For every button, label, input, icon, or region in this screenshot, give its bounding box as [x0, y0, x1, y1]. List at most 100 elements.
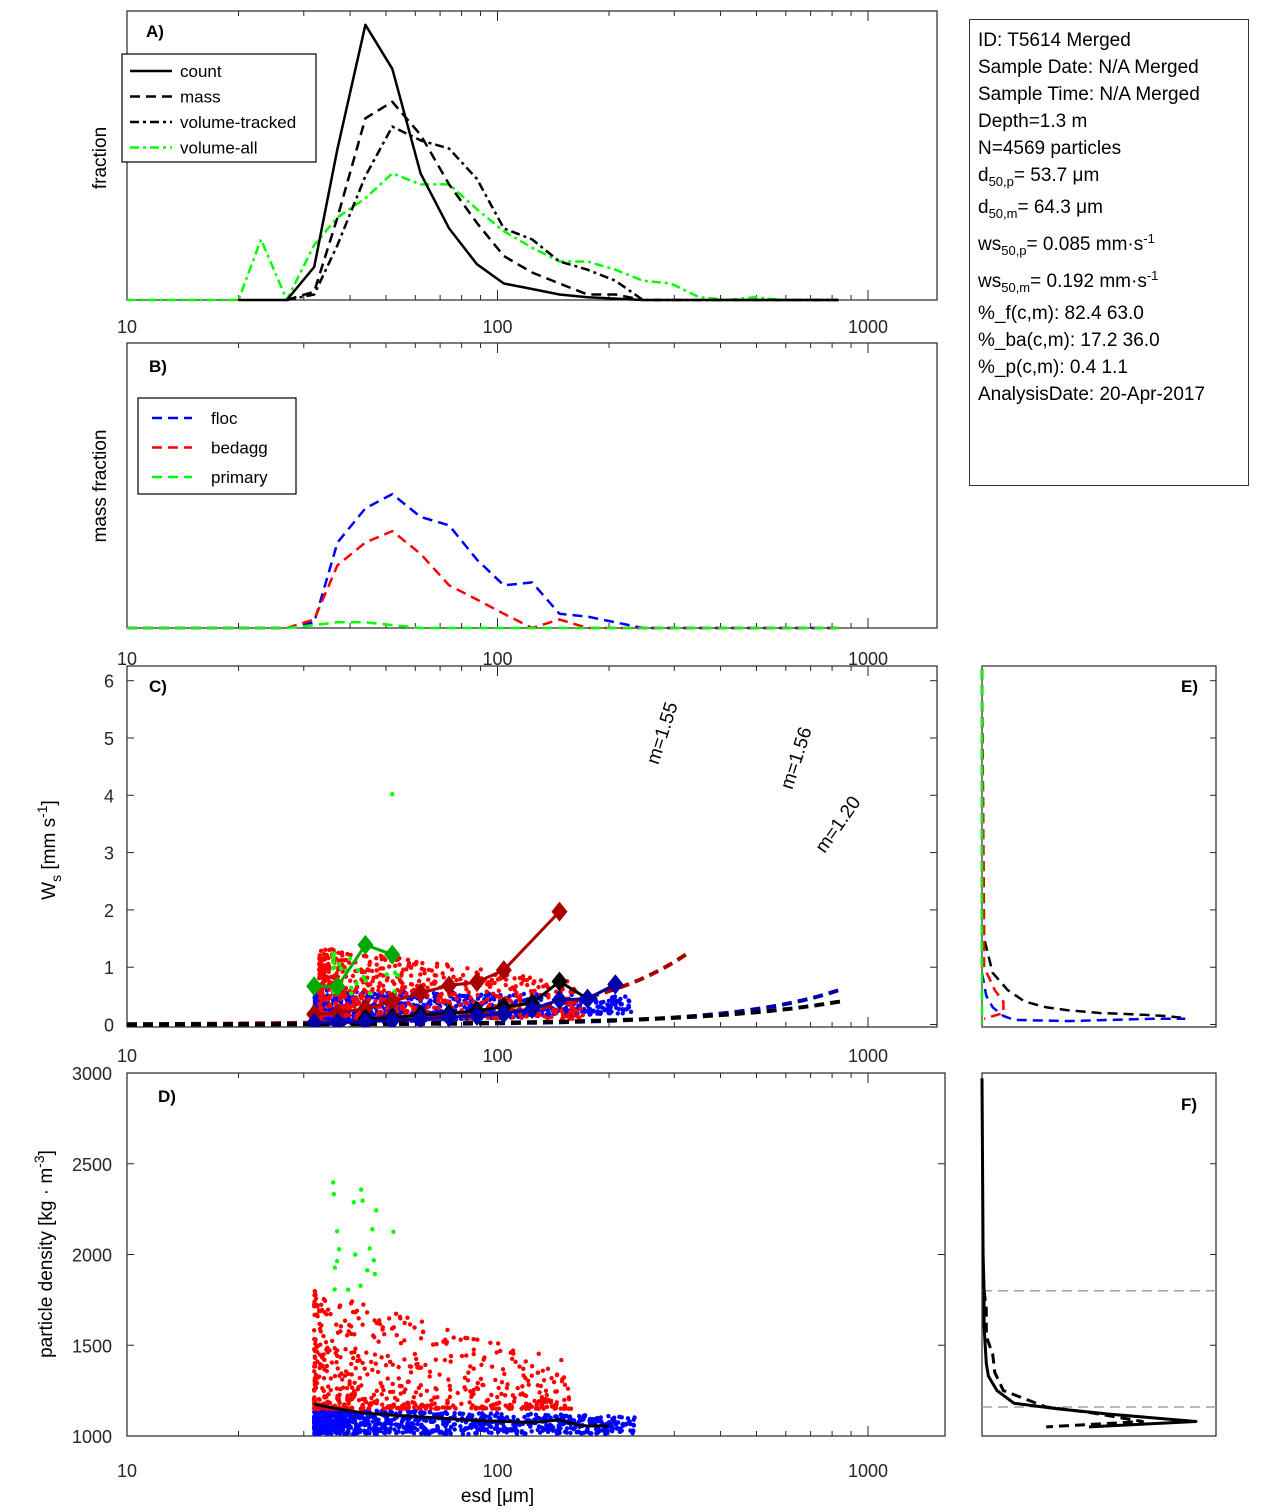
scatter-point-floc	[452, 1427, 457, 1432]
scatter-point-floc	[486, 992, 491, 998]
scatter-point-floc	[598, 1415, 603, 1420]
panel-d-x-axis: 10 100 1000	[117, 1073, 888, 1481]
scatter-point-bedagg	[537, 1390, 542, 1395]
scatter-point-bedagg	[500, 1367, 506, 1372]
scatter-point-bedagg	[571, 1012, 576, 1017]
scatter-point-bedagg	[335, 1366, 340, 1371]
y-axis-label-c: Ws [mm s-1]	[34, 800, 64, 900]
scatter-point-bedagg	[566, 1395, 571, 1400]
scatter-point-bedagg	[487, 984, 493, 990]
y-tick-label: 3000	[72, 1064, 112, 1084]
scatter-point-bedagg	[418, 1383, 424, 1388]
info-ws50-p: ws50,p= 0.085 mm·s-1	[978, 226, 1248, 263]
scatter-point-bedagg	[433, 1357, 439, 1362]
scatter-point-floc	[338, 1420, 343, 1425]
y-tick-label: 5	[104, 729, 114, 749]
scatter-point-bedagg	[314, 1349, 320, 1354]
scatter-point-bedagg	[338, 1324, 344, 1329]
scatter-point-bedagg	[316, 1406, 321, 1411]
scatter-point-bedagg	[377, 972, 383, 977]
scatter-point-floc	[322, 1001, 327, 1006]
scatter-point-bedagg	[338, 997, 343, 1002]
scatter-point-bedagg	[408, 981, 414, 987]
scatter-point-bedagg	[496, 1385, 501, 1391]
scatter-point-floc	[513, 1425, 518, 1430]
scatter-point-bedagg	[496, 1406, 502, 1411]
scatter-point-bedagg	[527, 975, 533, 980]
scatter-point-bedagg	[514, 990, 519, 995]
y-axis-label-part: s	[48, 875, 64, 882]
scatter-point-bedagg	[402, 1338, 407, 1343]
scatter-point-floc	[439, 1413, 444, 1418]
scatter-point-bedagg	[490, 991, 496, 996]
scatter-point-bedagg	[316, 1308, 322, 1313]
scatter-point-bedagg	[358, 991, 364, 997]
scatter-point-floc	[408, 1410, 414, 1415]
scatter-point-bedagg	[545, 1397, 551, 1403]
legend-label-count: count	[180, 62, 222, 81]
scatter-point-bedagg	[497, 994, 502, 1000]
scatter-point-floc	[599, 1428, 604, 1433]
scatter-point-bedagg	[408, 973, 414, 978]
scatter-point-bedagg	[398, 1391, 403, 1396]
info-analysis-date: AnalysisDate: 20-Apr-2017	[978, 384, 1206, 405]
scatter-point-floc	[457, 1411, 462, 1416]
binned-mean-marker-bedagg	[495, 960, 512, 981]
scatter-point-floc	[585, 1009, 591, 1014]
scatter-point-bedagg	[467, 1400, 472, 1405]
scatter-point-bedagg	[469, 1392, 475, 1398]
scatter-point-bedagg	[376, 984, 381, 989]
scatter-point-bedagg	[424, 1388, 430, 1393]
scatter-point-bedagg	[471, 999, 476, 1004]
scatter-point-floc	[435, 1425, 440, 1430]
scatter-point-primary	[370, 1227, 375, 1232]
scatter-point-bedagg	[522, 1392, 527, 1398]
scatter-point-floc	[608, 1425, 614, 1430]
scatter-point-bedagg	[429, 1402, 434, 1408]
scatter-point-bedagg	[360, 1402, 365, 1408]
scatter-point-bedagg	[428, 1406, 434, 1411]
series-line-count	[238, 23, 839, 302]
scatter-point-floc	[606, 998, 612, 1004]
scatter-point-bedagg	[503, 977, 509, 982]
info-ws50-m: ws50,m= 0.192 mm·s-1	[978, 263, 1248, 300]
scatter-point-bedagg	[313, 1380, 319, 1386]
scatter-point-bedagg	[496, 988, 502, 994]
scatter-point-bedagg	[559, 1357, 564, 1363]
scatter-point-floc	[430, 1429, 435, 1434]
scatter-point-floc	[544, 1422, 549, 1428]
scatter-point-bedagg	[379, 1355, 384, 1360]
scatter-point-bedagg	[365, 967, 370, 972]
scatter-point-bedagg	[332, 1373, 338, 1379]
scatter-point-bedagg	[471, 1366, 476, 1371]
scatter-point-bedagg	[441, 1000, 446, 1005]
scatter-point-bedagg	[484, 982, 490, 987]
scatter-point-bedagg	[432, 973, 437, 978]
scatter-point-bedagg	[334, 1386, 340, 1391]
info-pct-floc: %_f(c,m): 82.4 63.0	[978, 303, 1144, 324]
scatter-point-bedagg	[407, 1322, 413, 1327]
scatter-point-bedagg	[312, 1312, 317, 1318]
scatter-point-bedagg	[372, 1318, 377, 1323]
scatter-point-floc	[603, 1431, 608, 1437]
scatter-point-bedagg	[475, 1337, 480, 1342]
scatter-point-floc	[499, 1412, 504, 1417]
ws50m-base: ws	[978, 271, 1002, 292]
scatter-point-floc	[514, 1431, 519, 1436]
y-axis-label-a: fraction	[90, 127, 111, 189]
scatter-point-floc	[487, 1423, 493, 1429]
scatter-point-floc	[520, 1430, 525, 1436]
scatter-point-bedagg	[478, 967, 484, 972]
scatter-point-bedagg	[312, 1361, 318, 1366]
scatter-point-bedagg	[485, 997, 490, 1002]
scatter-point-bedagg	[562, 1382, 568, 1388]
scatter-point-bedagg	[379, 990, 385, 995]
scatter-point-bedagg	[366, 1406, 371, 1411]
scatter-point-bedagg	[440, 971, 445, 976]
scatter-point-floc	[453, 1004, 459, 1009]
scatter-point-floc	[598, 1418, 604, 1424]
scatter-point-floc	[568, 1425, 574, 1431]
sample-info-box: ID: T5614 Merged Sample Date: N/A Merged…	[969, 19, 1249, 486]
scatter-point-bedagg	[485, 1397, 491, 1403]
ws50p-value: = 0.085 mm·s	[1026, 234, 1144, 255]
